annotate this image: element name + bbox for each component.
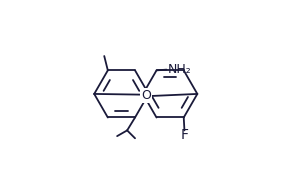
Text: F: F: [181, 128, 188, 142]
Text: NH₂: NH₂: [167, 63, 191, 76]
Text: O: O: [141, 89, 151, 102]
